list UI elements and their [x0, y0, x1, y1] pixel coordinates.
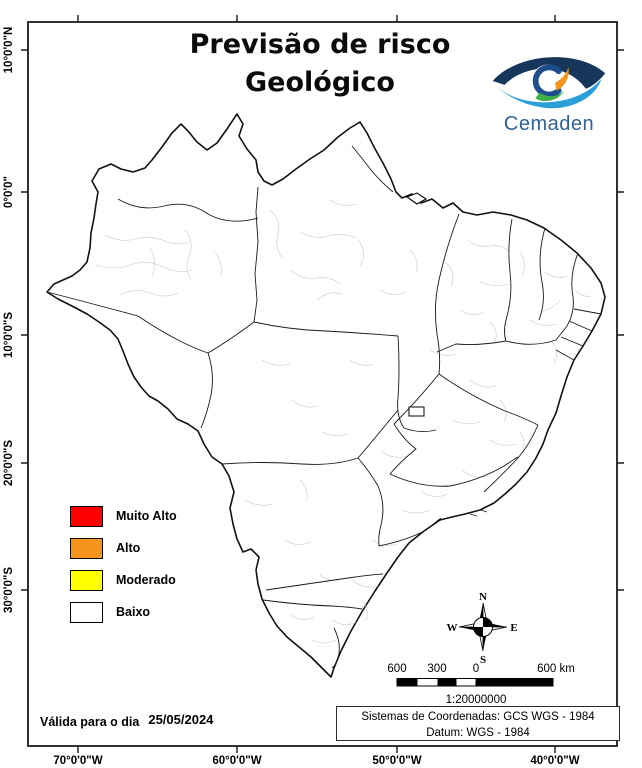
lon-label-60w: 60°0'0"W [212, 755, 261, 767]
compass-s-label: S [480, 654, 486, 666]
coordinate-system-box: Sistemas de Coordenadas: GCS WGS - 1984 … [336, 706, 620, 741]
left-ticks [21, 49, 28, 591]
lat-label-30s: 30°0'0"S [3, 567, 15, 613]
risk-legend: Muito Alto Alto Moderado Baixo [70, 505, 177, 633]
compass-rose-icon: N S W E [447, 591, 518, 666]
map-frame [27, 21, 618, 747]
scale-label-600-left: 600 [387, 663, 406, 675]
lat-label-10s: 10°0'0"S [3, 312, 15, 358]
scale-label-0: 0 [473, 663, 479, 675]
legend-item-alto: Alto [70, 537, 177, 559]
title-line2: Geológico [245, 67, 395, 98]
right-ticks [617, 49, 624, 591]
bottom-ticks [77, 746, 556, 753]
legend-swatch-alto [70, 537, 103, 559]
lon-label-50w: 50°0'0"W [372, 755, 421, 767]
scale-label-300: 300 [427, 663, 446, 675]
scale-label-600km: 600 km [537, 663, 575, 675]
cemaden-logo-text: Cemaden [503, 113, 595, 135]
compass-e-label: E [510, 622, 517, 634]
page-title: Previsão de risco Geológico [115, 26, 525, 102]
lon-label-70w: 70°0'0"W [53, 755, 102, 767]
validity-label: Válida para o dia [40, 715, 140, 729]
legend-swatch-muito-alto [70, 505, 103, 527]
legend-item-baixo: Baixo [70, 601, 177, 623]
cemaden-eye-icon [492, 57, 606, 109]
legend-label-moderado: Moderado [116, 573, 176, 587]
distrito-federal-square [408, 406, 425, 417]
municipality-boundaries [94, 199, 592, 644]
lat-label-20s: 20°0'0"S [3, 440, 15, 486]
datum-line: Datum: WGS - 1984 [426, 727, 530, 739]
scale-bar: 600 300 0 600 km 1:20000000 [387, 663, 574, 706]
coordinate-system-line: Sistemas de Coordenadas: GCS WGS - 1984 [361, 711, 595, 723]
compass-w-label: W [447, 622, 458, 634]
validity-date: 25/05/2024 [148, 712, 214, 727]
scale-ratio: 1:20000000 [446, 694, 507, 706]
cemaden-logo: Cemaden [487, 48, 611, 136]
legend-item-moderado: Moderado [70, 569, 177, 591]
legend-swatch-baixo [70, 601, 103, 623]
lon-label-40w: 40°0'0"W [530, 755, 579, 767]
legend-label-muito-alto: Muito Alto [116, 509, 177, 523]
legend-swatch-moderado [70, 569, 103, 591]
title-line1: Previsão de risco [189, 29, 451, 60]
compass-n-label: N [479, 591, 487, 603]
lat-label-0: 0°0'0" [3, 176, 15, 208]
legend-label-alto: Alto [116, 541, 141, 555]
lat-label-10n: 10°0'0"N [3, 27, 15, 74]
legend-label-baixo: Baixo [116, 605, 151, 619]
legend-item-muito-alto: Muito Alto [70, 505, 177, 527]
marajo-island [405, 192, 428, 205]
validity-line: Válida para o dia 25/05/2024 [40, 712, 213, 729]
state-boundaries [46, 145, 602, 669]
top-ticks [77, 15, 556, 22]
